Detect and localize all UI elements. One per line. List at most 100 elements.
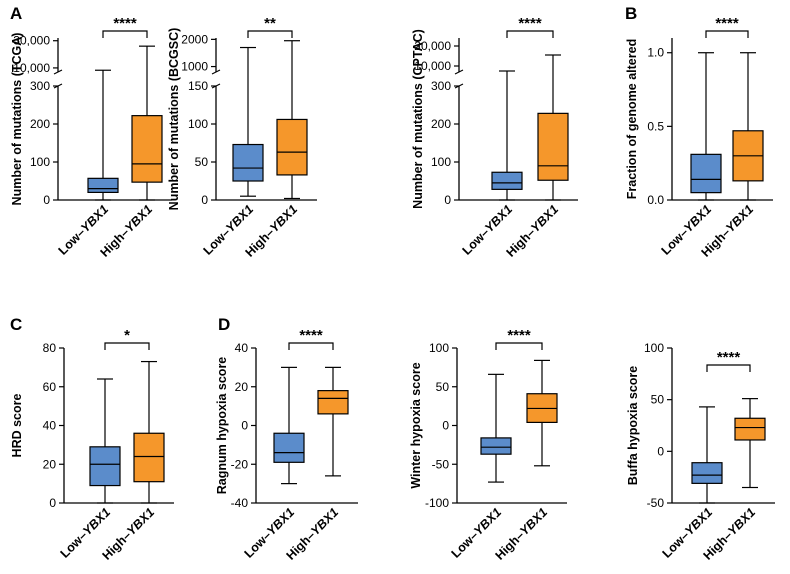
y-tick-label: 200: [431, 117, 451, 131]
axis-break-mark: [211, 69, 221, 75]
significance-label: ****: [113, 15, 137, 32]
y-axis-label: Winter hypoxia score: [409, 362, 423, 488]
y-tick-label: 80: [43, 341, 57, 355]
significance-label: ****: [715, 15, 739, 32]
y-tick-label: 0: [442, 419, 449, 433]
y-tick-label: -20: [231, 457, 249, 471]
y-axis-label: Number of mutations (BCGSC): [167, 28, 181, 211]
y-tick-label: 10,000: [13, 61, 50, 75]
x-label-gene: YBX1: [78, 202, 111, 235]
y-tick-label: 60: [43, 380, 57, 394]
x-label-gene: YBX1: [482, 202, 515, 235]
y-tick-label: 100: [644, 341, 664, 355]
y-tick-label: 300: [30, 79, 50, 93]
box-low: [691, 462, 723, 484]
y-tick-label: -50: [432, 457, 450, 471]
y-tick-label: 0.0: [647, 193, 664, 207]
box-high: [734, 417, 766, 441]
panel-letter: B: [625, 4, 637, 23]
box-low: [232, 143, 264, 182]
x-label-gene: YBX1: [124, 505, 157, 538]
x-label-gene: YBX1: [723, 202, 756, 235]
box-low: [480, 437, 512, 455]
y-tick-label: 2000: [181, 32, 208, 46]
x-label-gene: YBX1: [528, 202, 561, 235]
significance-bracket: [705, 30, 749, 38]
y-tick-label: -100: [425, 496, 449, 510]
y-tick-label: 10,000: [414, 59, 451, 73]
box-low: [491, 171, 523, 190]
significance-label: **: [264, 15, 276, 32]
y-axis-label: Number of mutations (CPTAC): [411, 29, 425, 209]
y-tick-label: 0.5: [647, 119, 664, 133]
panel-letter: A: [10, 4, 22, 23]
x-label-gene: YBX1: [517, 505, 550, 538]
significance-bracket: [495, 342, 543, 350]
y-axis-label: HRD score: [10, 394, 24, 458]
y-tick-label: 50: [195, 155, 209, 169]
x-label-gene: YBX1: [471, 505, 504, 538]
significance-bracket: [102, 30, 148, 38]
y-tick-label: 300: [431, 79, 451, 93]
box-high: [133, 432, 165, 483]
axis-break-mark: [454, 69, 464, 75]
y-tick-label: 1000: [181, 60, 208, 74]
y-axis-label: Fraction of genome altered: [625, 39, 639, 199]
y-tick-label: 0: [444, 193, 451, 207]
y-tick-label: 0: [43, 193, 50, 207]
y-tick-label: 1.0: [647, 46, 664, 60]
y-tick-label: 40: [235, 341, 249, 355]
significance-bracket: [506, 30, 554, 38]
y-tick-label: -50: [647, 496, 665, 510]
significance-bracket: [706, 364, 751, 372]
box-low: [87, 177, 119, 193]
x-label-gene: YBX1: [725, 505, 758, 538]
significance-bracket: [247, 30, 293, 38]
significance-label: *: [124, 327, 130, 344]
box-low: [690, 153, 722, 194]
significance-label: ****: [717, 349, 741, 366]
y-tick-label: 100: [429, 341, 449, 355]
x-label-gene: YBX1: [223, 202, 256, 235]
box-high: [537, 112, 569, 181]
significance-label: ****: [518, 15, 542, 32]
box-low: [89, 446, 121, 487]
y-tick-label: 100: [188, 117, 208, 131]
y-tick-label: -40: [231, 496, 249, 510]
y-tick-label: 200: [30, 117, 50, 131]
x-label-gene: YBX1: [122, 202, 155, 235]
y-tick-label: 20: [43, 457, 57, 471]
x-label-gene: YBX1: [308, 505, 341, 538]
box-high: [317, 390, 349, 415]
y-tick-label: 0: [49, 496, 56, 510]
y-tick-label: 50: [436, 380, 450, 394]
y-tick-label: 100: [431, 155, 451, 169]
y-tick-label: 40: [43, 419, 57, 433]
y-tick-label: 30,000: [13, 34, 50, 48]
x-label-gene: YBX1: [681, 202, 714, 235]
panel-letter: C: [10, 315, 22, 334]
x-label-gene: YBX1: [682, 505, 715, 538]
axis-break-mark: [53, 69, 63, 75]
x-label-gene: YBX1: [80, 505, 113, 538]
y-axis-label: Buffa hypoxia score: [626, 366, 640, 486]
significance-label: ****: [299, 327, 323, 344]
y-tick-label: 20: [235, 380, 249, 394]
y-axis-label: Ragnum hypoxia score: [215, 357, 229, 495]
y-tick-label: 50: [651, 393, 665, 407]
x-label-gene: YBX1: [264, 505, 297, 538]
y-tick-label: 20,000: [414, 39, 451, 53]
box-high: [131, 115, 163, 183]
y-tick-label: 0: [657, 444, 664, 458]
x-label-gene: YBX1: [267, 202, 300, 235]
significance-bracket: [288, 342, 334, 350]
significance-label: ****: [507, 327, 531, 344]
